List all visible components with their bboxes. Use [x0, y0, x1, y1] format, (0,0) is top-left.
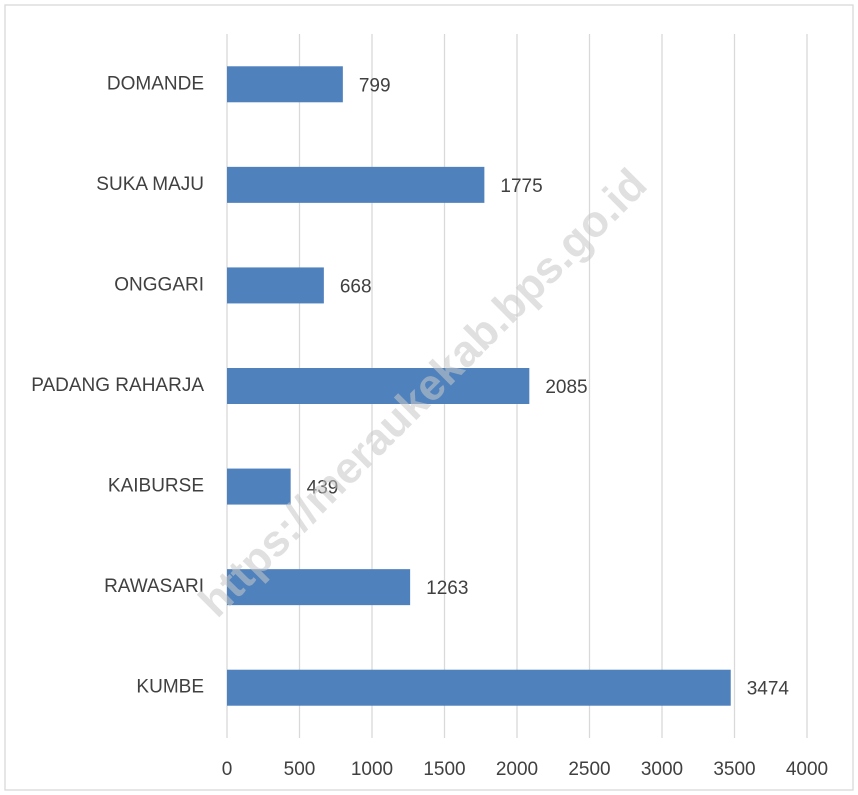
- bar: [227, 569, 411, 606]
- data-label: 2085: [545, 377, 587, 398]
- y-tick-label: KUMBE: [136, 677, 204, 698]
- x-tick-label: 4000: [786, 759, 828, 780]
- bar: [227, 468, 291, 505]
- bar: [227, 66, 343, 103]
- bar: [227, 166, 485, 203]
- y-tick-label: SUKA MAJU: [96, 174, 204, 195]
- x-tick-label: 1500: [423, 759, 465, 780]
- data-label: 1263: [426, 578, 468, 599]
- y-tick-label: KAIBURSE: [108, 476, 204, 497]
- data-label: 439: [307, 478, 339, 499]
- bar: [227, 267, 324, 304]
- x-tick-label: 1000: [351, 759, 393, 780]
- x-tick-label: 0: [222, 759, 233, 780]
- data-label: 1775: [500, 176, 542, 197]
- x-tick-label: 3500: [713, 759, 755, 780]
- y-tick-label: DOMANDE: [107, 73, 204, 94]
- y-tick-label: ONGGARI: [114, 274, 204, 295]
- x-tick-label: 2000: [496, 759, 538, 780]
- bar: [227, 368, 530, 404]
- x-tick-label: 500: [284, 759, 316, 780]
- bar: [227, 669, 731, 706]
- x-tick-label: 3000: [641, 759, 683, 780]
- data-label: 3474: [747, 679, 790, 700]
- data-label: 799: [359, 75, 391, 96]
- y-tick-label: RAWASARI: [104, 576, 204, 597]
- grid: 0 500 1000 1500 2000 2500 3000 3500 4000: [222, 34, 828, 780]
- x-tick-label: 2500: [568, 759, 610, 780]
- bars: DOMANDE 799 SUKA MAJU 1775 ONGGARI 668 PADANG …: [31, 66, 790, 706]
- y-tick-label: PADANG RAHARJA: [31, 375, 204, 396]
- data-label: 668: [340, 276, 372, 297]
